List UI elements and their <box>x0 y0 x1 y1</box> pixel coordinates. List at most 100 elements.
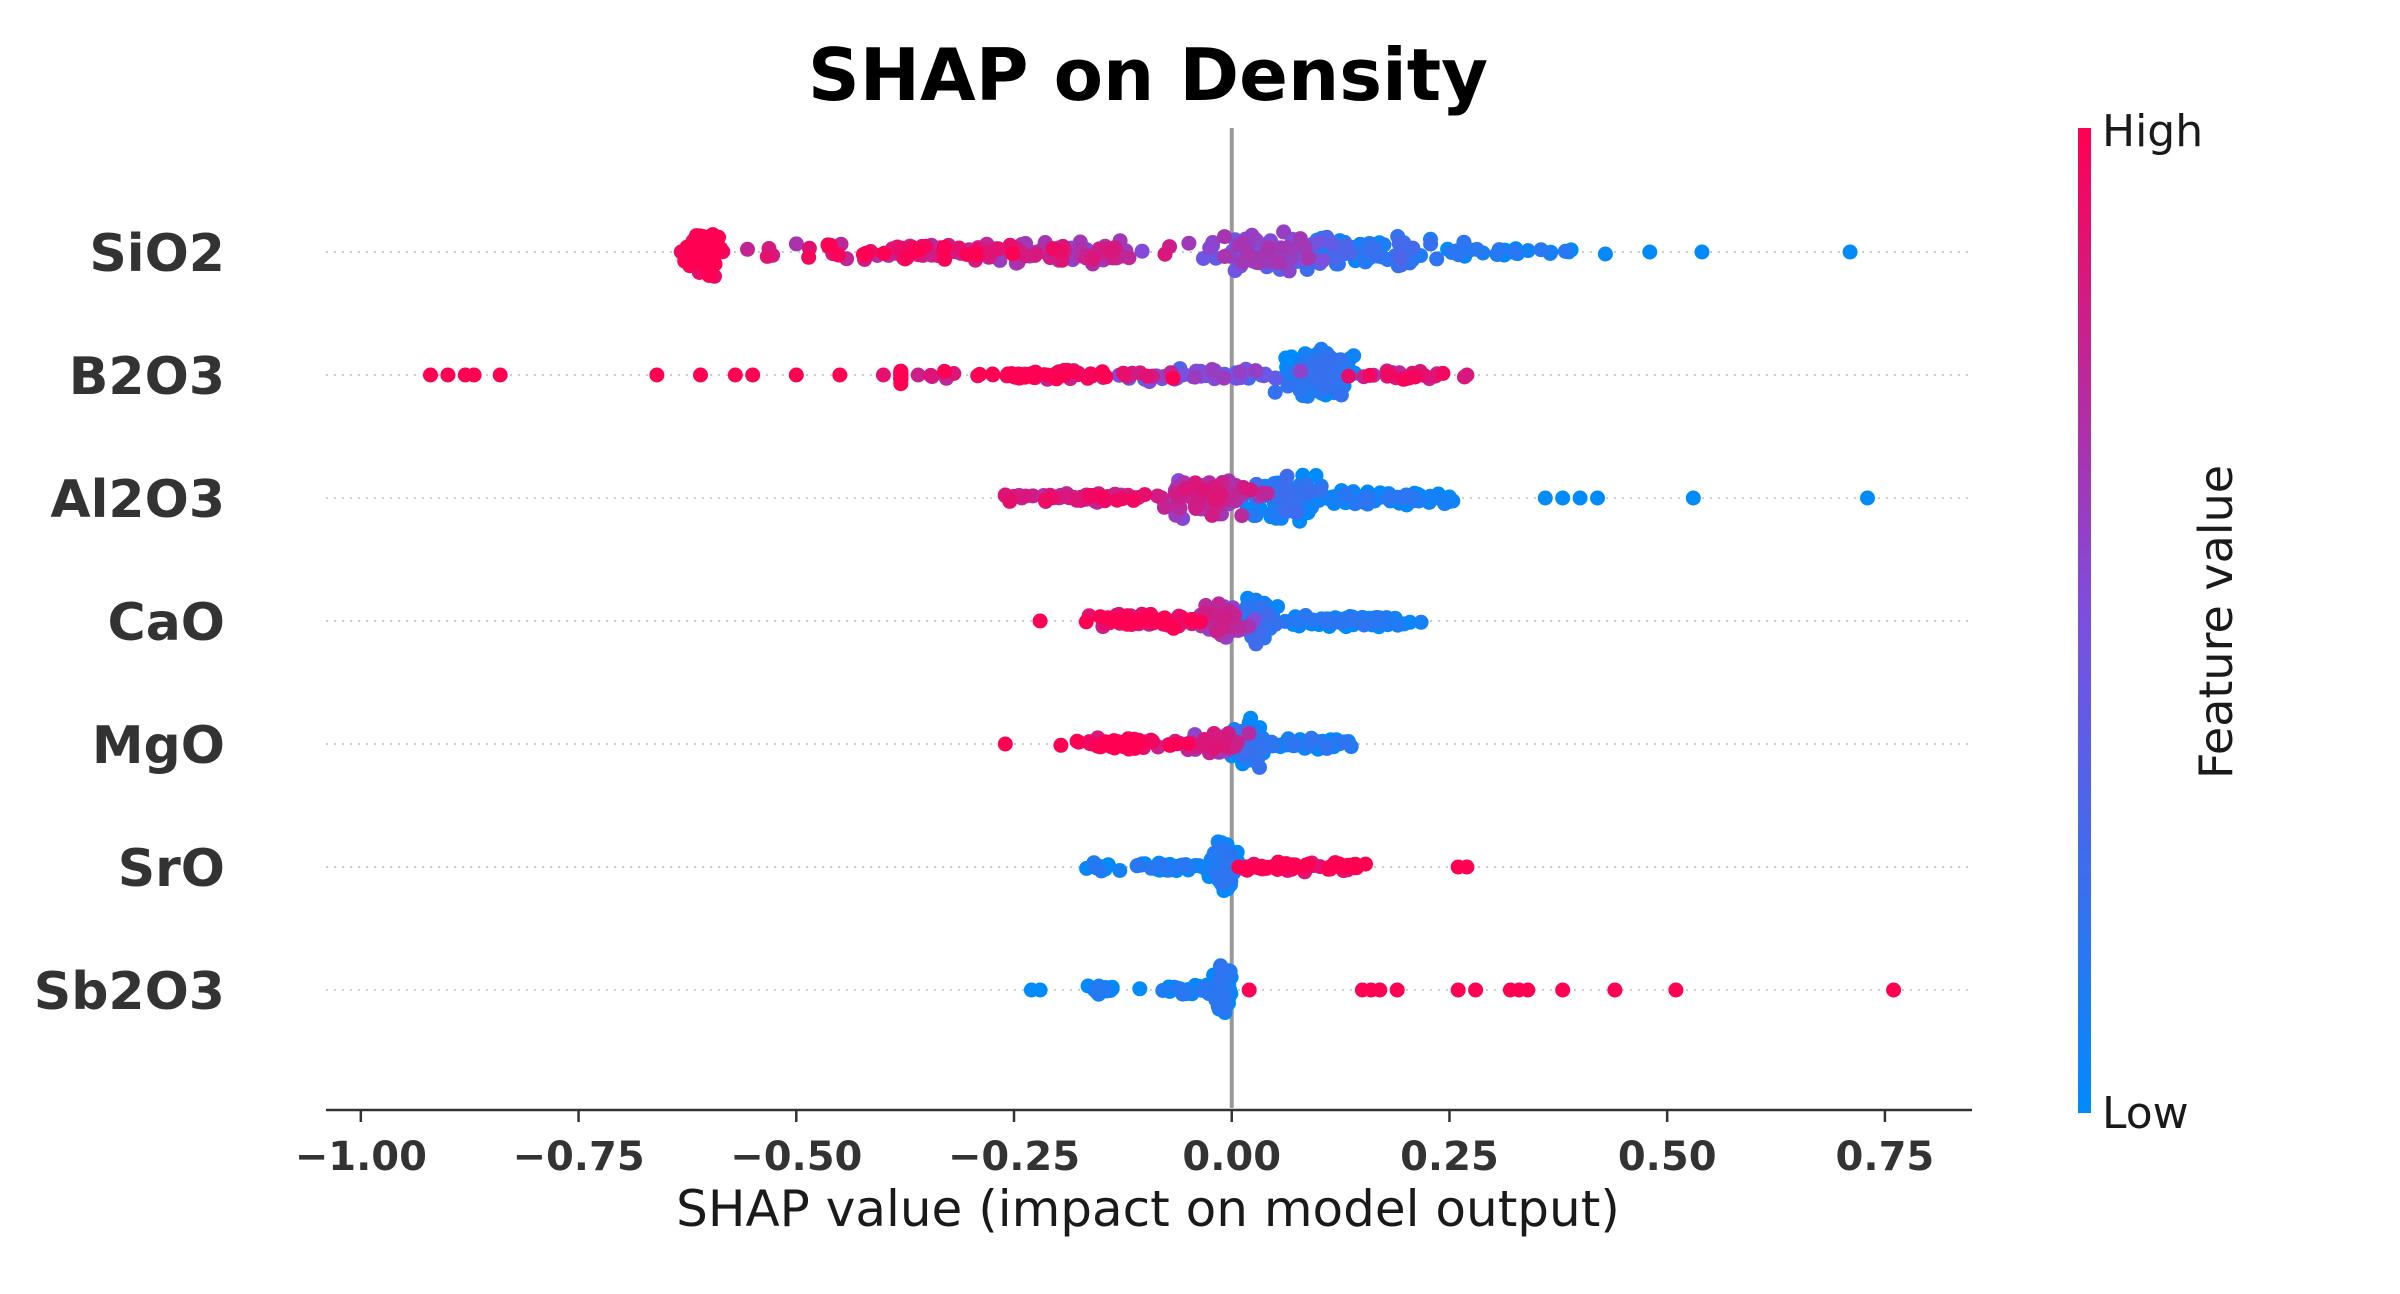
shap-point <box>1210 867 1225 883</box>
shap-point <box>1217 609 1233 625</box>
shap-point <box>972 366 988 382</box>
shap-point <box>1112 863 1128 878</box>
shap-point <box>1155 983 1171 998</box>
shap-point <box>1435 365 1451 381</box>
shap-point <box>1259 859 1275 875</box>
shap-point <box>909 243 925 259</box>
colorbar-gradient <box>2078 128 2091 1113</box>
shap-point <box>740 241 755 257</box>
shap-point <box>1491 242 1507 258</box>
feature-label-sb2o3: Sb2O3 <box>34 962 225 1022</box>
shap-point <box>1156 499 1172 515</box>
shap-point <box>1132 981 1148 997</box>
colorbar-high-label: High <box>2102 106 2203 157</box>
shap-point <box>1572 490 1588 506</box>
shap-point <box>1694 244 1710 260</box>
shap-point <box>1555 490 1571 506</box>
shap-point <box>1064 364 1080 379</box>
shap-point <box>1139 368 1155 384</box>
shap-point <box>1243 482 1258 498</box>
shap-point <box>1333 387 1349 403</box>
shap-point <box>1301 250 1317 266</box>
x-axis-label: SHAP value (impact on model output) <box>676 1180 1620 1238</box>
shap-point <box>1175 986 1191 1002</box>
shap-point <box>1300 485 1316 501</box>
shap-point <box>1180 736 1196 752</box>
shap-point <box>1150 612 1166 628</box>
shap-point <box>1456 234 1472 250</box>
shap-point <box>1285 857 1301 873</box>
shap-point <box>1216 370 1232 386</box>
shap-point <box>1032 613 1048 629</box>
shap-point <box>1165 370 1181 386</box>
shap-point <box>1255 485 1271 501</box>
shap-point <box>1260 607 1276 623</box>
shap-point <box>1337 734 1353 750</box>
shap-point <box>1088 860 1104 876</box>
beeswarm-sb2o3 <box>1023 958 1902 1021</box>
shap-point <box>1010 367 1026 382</box>
shap-point <box>1241 982 1257 998</box>
shap-point <box>1095 489 1110 505</box>
points-layer <box>423 224 1902 1021</box>
shap-point <box>1413 614 1429 630</box>
shap-point <box>1150 488 1165 504</box>
shap-point <box>1303 730 1319 746</box>
shap-point <box>1390 617 1406 633</box>
colorbar-low-label: Low <box>2102 1088 2189 1139</box>
shap-point <box>832 367 848 383</box>
shap-point <box>1318 377 1334 393</box>
feature-label-al2o3: Al2O3 <box>50 470 225 530</box>
shap-point <box>1273 240 1289 256</box>
shap-point <box>1081 489 1097 504</box>
x-tick-label: −0.50 <box>730 1134 862 1180</box>
shap-point <box>1194 859 1210 875</box>
shap-point <box>1332 614 1348 629</box>
shap-point <box>1178 481 1194 497</box>
shap-point <box>1555 982 1571 998</box>
shap-point <box>1468 982 1484 998</box>
shap-point <box>1292 231 1308 247</box>
shap-point <box>1240 246 1256 262</box>
shap-point <box>937 251 953 267</box>
shap-point <box>1057 488 1073 504</box>
shap-point <box>1134 243 1150 259</box>
shap-point <box>997 736 1013 752</box>
shap-point <box>1272 857 1288 873</box>
shap-point <box>1298 608 1314 623</box>
shap-point <box>1157 246 1173 262</box>
shap-point <box>1392 250 1408 266</box>
shap-point <box>1143 860 1159 876</box>
shap-point <box>1597 246 1613 262</box>
shap-point <box>1842 244 1858 260</box>
shap-point <box>1372 982 1388 998</box>
shap-point <box>1181 235 1197 251</box>
shap-point <box>1248 636 1264 652</box>
shap-point <box>1369 610 1385 625</box>
shap-point <box>1284 737 1300 753</box>
shap-point <box>1459 859 1475 875</box>
shap-point <box>1280 378 1296 394</box>
beeswarm-al2o3 <box>997 467 1875 529</box>
shap-point <box>466 367 482 383</box>
shap-point <box>1277 501 1292 517</box>
shap-point <box>1232 364 1248 380</box>
shap-point <box>1429 251 1445 267</box>
shap-point <box>1053 737 1069 753</box>
shap-point <box>1450 247 1466 263</box>
shap-point <box>1299 857 1315 873</box>
shap-point <box>820 237 836 253</box>
shap-point <box>801 249 817 265</box>
colorbar: High Low Feature value <box>2078 106 2243 1139</box>
shap-point <box>1315 252 1331 268</box>
shap-point <box>1002 493 1018 509</box>
shap-point <box>1279 486 1295 502</box>
shap-point <box>1469 241 1485 257</box>
shap-point <box>1459 367 1475 383</box>
x-tick-label: 0.75 <box>1836 1134 1935 1180</box>
shap-point <box>1192 737 1208 753</box>
shap-point <box>1533 242 1549 258</box>
shap-point <box>1346 348 1362 364</box>
shap-point <box>1366 241 1381 257</box>
